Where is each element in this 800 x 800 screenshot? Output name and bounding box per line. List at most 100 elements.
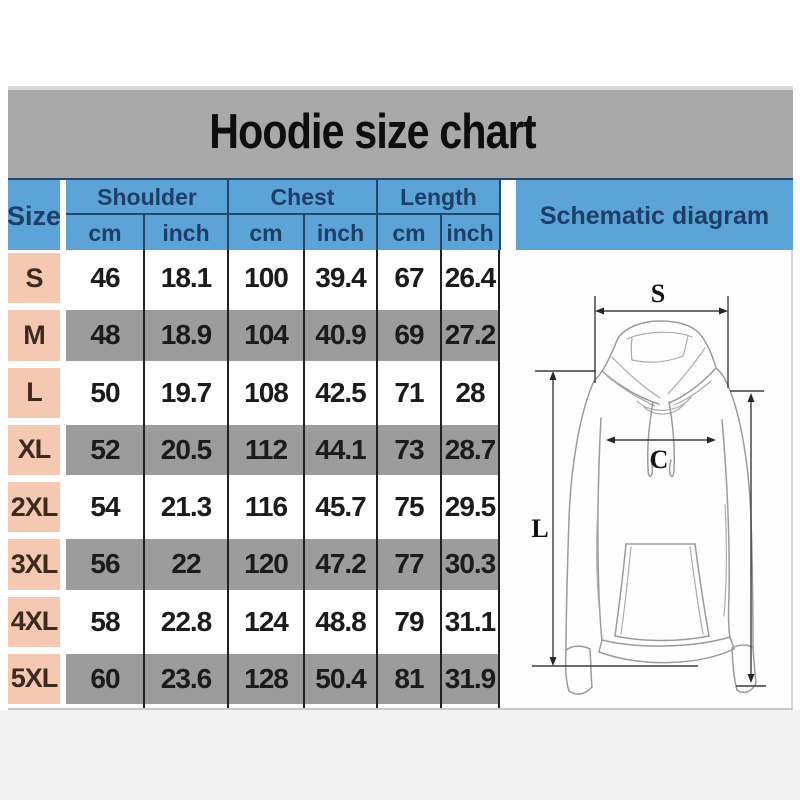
- measurement-value: 116: [244, 491, 288, 523]
- size-label: 4XL: [8, 596, 60, 647]
- schematic-diagram-cell: S C L: [508, 250, 793, 708]
- measurement-value: 58: [90, 605, 120, 637]
- measurement-value: 29.5: [444, 491, 497, 523]
- measurement-value: 77: [394, 548, 424, 580]
- unit-header-cm: cm: [228, 214, 304, 252]
- measurement-value: 124: [244, 605, 289, 637]
- size-label: L: [8, 367, 60, 418]
- measurement-value: 56: [90, 548, 120, 580]
- measurement-value: 45.7: [315, 491, 367, 523]
- size-label: XL: [8, 424, 60, 475]
- header-divider: [227, 180, 229, 252]
- measurement-value: 60: [90, 662, 120, 694]
- row-values-band: 46 18.1 100 39.4 67 26.4: [66, 253, 499, 303]
- measurement-value: 50: [90, 376, 120, 408]
- measurement-value: 22: [171, 548, 201, 580]
- hoodie-drawing: S C L: [531, 279, 766, 695]
- measurement-value: 67: [394, 262, 424, 294]
- hem-band: [601, 636, 731, 647]
- hood-outline: [617, 320, 700, 339]
- right-sleeve: [727, 385, 754, 649]
- row-values-band: 58 22.8 124 48.8 79 31.1: [66, 597, 499, 647]
- row-values-band: 60 23.6 128 50.4 81 31.9: [66, 653, 499, 704]
- measurement-value: 81: [394, 662, 424, 694]
- measurement-value: 54: [90, 491, 120, 523]
- page-title: Hoodie size chart: [209, 105, 536, 159]
- measurement-value: 128: [244, 662, 289, 694]
- header-horizontal-divider: [66, 213, 500, 215]
- row-values-band: 48 18.9 104 40.9 69 27.2: [66, 310, 499, 361]
- measurement-value: 42.5: [315, 376, 367, 408]
- measurement-value: 47.2: [315, 548, 367, 580]
- drawstring: [647, 401, 654, 478]
- size-label: S: [8, 253, 60, 304]
- measurement-value: 48: [90, 319, 120, 351]
- measurement-value: 21.3: [160, 491, 213, 523]
- measurement-value: 46: [90, 262, 120, 294]
- table-row-5XL: 5XL 60 23.6 128 50.4 81 31.9: [8, 651, 793, 708]
- measurement-value: 31.9: [444, 662, 497, 694]
- header-divider: [499, 180, 501, 252]
- measurement-value: 19.7: [160, 376, 213, 408]
- table-row-XL: XL 52 20.5 112 44.1 73 28.7: [8, 422, 793, 479]
- group-header-shoulder: Shoulder: [66, 180, 228, 214]
- header-divider: [440, 214, 442, 252]
- unit-header-cm: cm: [377, 214, 441, 252]
- left-cuff: [565, 645, 591, 651]
- measurement-value: 79: [394, 605, 424, 637]
- header-divider: [376, 180, 378, 252]
- table-bottom-border: [8, 708, 793, 710]
- measurement-value: 69: [394, 319, 424, 351]
- unit-header-inch: inch: [441, 214, 499, 252]
- table-row-3XL: 3XL 56 22 120 47.2 77 30.3: [8, 536, 793, 593]
- table-row-L: L 50 19.7 108 42.5 71 28: [8, 365, 793, 422]
- measurement-value: 108: [244, 376, 289, 408]
- left-sleeve: [565, 380, 595, 651]
- header-divider: [143, 214, 145, 252]
- measurement-value: 28: [455, 376, 485, 408]
- schematic-column-header: Schematic diagram: [516, 180, 793, 252]
- row-values-band: 50 19.7 108 42.5 71 28: [66, 368, 499, 418]
- body-left-seam: [597, 417, 603, 641]
- measurement-value: 52: [90, 433, 120, 465]
- measurement-value: 50.4: [315, 662, 367, 694]
- title-band: Hoodie size chart: [8, 86, 793, 178]
- table-header: Size Shoulder Chest Length cm inch cm inch c…: [7, 178, 793, 255]
- measurement-value: 112: [244, 433, 288, 465]
- measurement-value: 23.6: [160, 662, 213, 694]
- shoulder-dimension-label: S: [651, 279, 665, 308]
- measurement-value: 75: [394, 491, 424, 523]
- table-row-S: S 46 18.1 100 39.4 67 26.4: [8, 250, 793, 307]
- measurement-value: 20.5: [160, 433, 213, 465]
- measurement-value: 48.8: [315, 605, 367, 637]
- measurement-value: 73: [394, 433, 424, 465]
- measurement-value: 18.9: [160, 319, 213, 351]
- size-column-header: Size: [7, 180, 61, 252]
- header-divider: [303, 214, 305, 252]
- measurement-value: 26.4: [444, 262, 497, 294]
- measurement-value: 120: [244, 548, 289, 580]
- row-values-band: 56 22 120 47.2 77 30.3: [66, 539, 499, 590]
- measurement-value: 44.1: [315, 433, 367, 465]
- length-dimension-label: L: [531, 514, 548, 543]
- right-cuff: [731, 644, 754, 649]
- measurement-value: 39.4: [315, 262, 367, 294]
- measurement-value: 71: [394, 376, 424, 408]
- measurement-value: 31.1: [444, 605, 497, 637]
- page-footer-area: [0, 710, 800, 800]
- group-header-length: Length: [377, 180, 500, 214]
- measurement-value: 27.2: [444, 319, 497, 351]
- group-header-chest: Chest: [228, 180, 377, 214]
- measurement-value: 22.8: [160, 605, 213, 637]
- table-row-2XL: 2XL 54 21.3 116 45.7 75 29.5: [8, 479, 793, 536]
- table-row-M: M 48 18.9 104 40.9 69 27.2: [8, 307, 793, 364]
- measurement-value: 104: [244, 319, 289, 351]
- row-values-band: 52 20.5 112 44.1 73 28.7: [66, 424, 499, 475]
- measurement-value: 100: [244, 262, 289, 294]
- size-label: 3XL: [8, 539, 60, 590]
- unit-header-inch: inch: [144, 214, 228, 252]
- drawstring: [668, 401, 675, 478]
- measurement-value: 28.7: [444, 433, 497, 465]
- measurement-value: 40.9: [315, 319, 367, 351]
- body-right-seam: [721, 419, 731, 639]
